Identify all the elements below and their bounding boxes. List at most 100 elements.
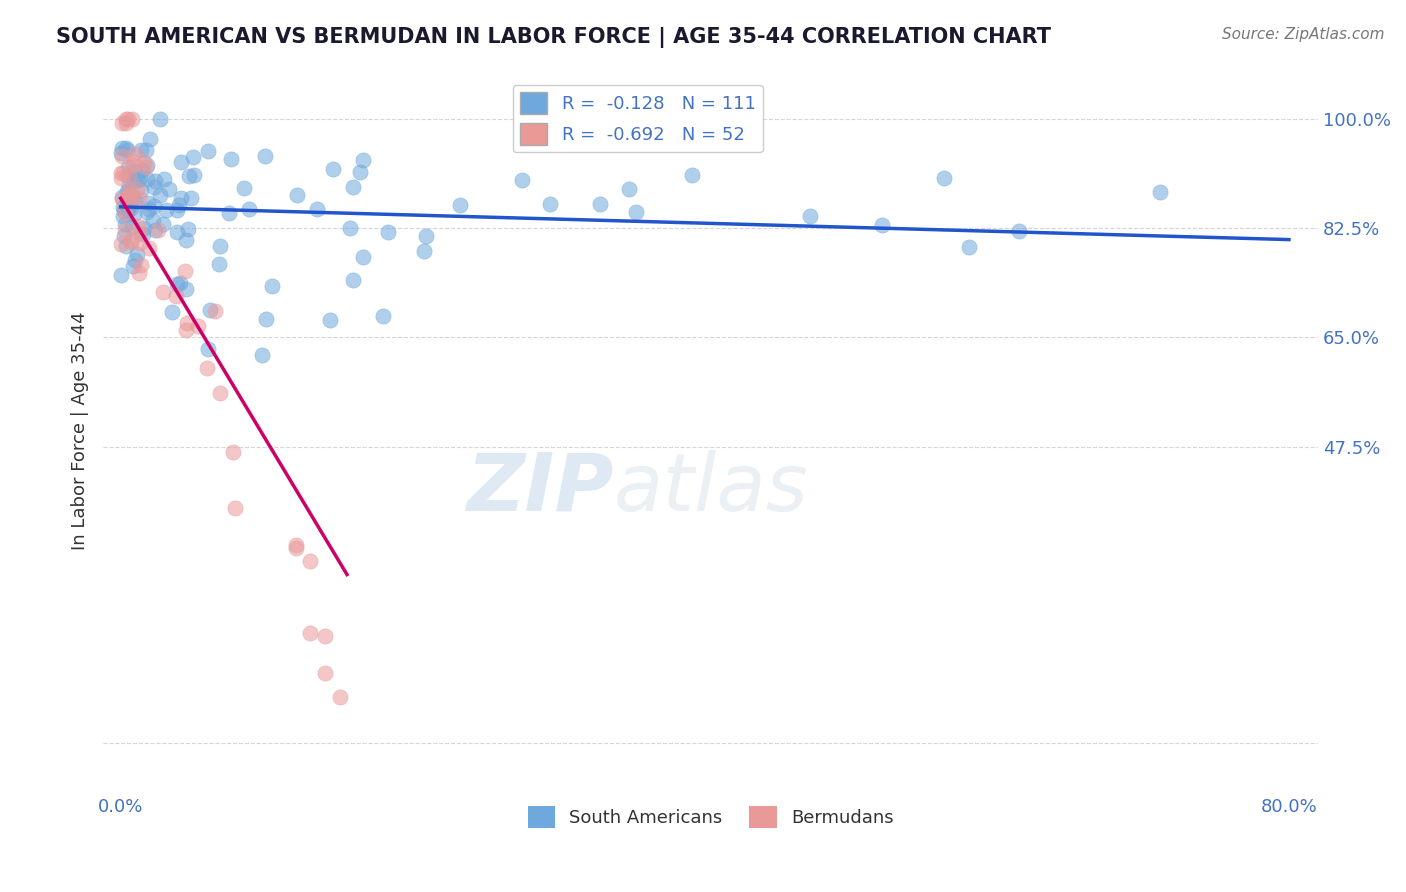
Point	[121, 220, 143, 235]
Point	[174, 323, 197, 337]
Point	[681, 168, 703, 182]
Text: atlas: atlas	[613, 450, 808, 528]
Point	[110, 145, 132, 160]
Point	[166, 277, 188, 291]
Point	[538, 197, 561, 211]
Point	[143, 179, 166, 194]
Point	[238, 202, 260, 217]
Point	[253, 149, 276, 163]
Point	[322, 161, 344, 176]
Point	[152, 217, 174, 231]
Point	[329, 690, 352, 705]
Point	[957, 239, 980, 253]
Point	[115, 239, 138, 253]
Point	[122, 174, 145, 188]
Point	[152, 285, 174, 299]
Point	[1007, 224, 1029, 238]
Point	[129, 143, 152, 157]
Point	[208, 239, 231, 253]
Point	[117, 160, 139, 174]
Point	[120, 235, 142, 249]
Point	[134, 154, 156, 169]
Point	[115, 143, 138, 157]
Point	[371, 309, 394, 323]
Point	[122, 190, 145, 204]
Point	[115, 141, 138, 155]
Point	[170, 191, 193, 205]
Point	[128, 191, 150, 205]
Point	[167, 198, 190, 212]
Point	[136, 158, 159, 172]
Point	[129, 227, 152, 241]
Point	[138, 241, 160, 255]
Point	[129, 183, 152, 197]
Point	[342, 273, 364, 287]
Point	[115, 112, 138, 126]
Point	[299, 554, 322, 568]
Point	[114, 217, 136, 231]
Point	[314, 629, 336, 643]
Point	[111, 115, 134, 129]
Point	[110, 171, 132, 186]
Point	[110, 166, 132, 180]
Point	[176, 316, 198, 330]
Point	[174, 282, 197, 296]
Point	[183, 168, 205, 182]
Point	[129, 258, 152, 272]
Point	[122, 158, 145, 172]
Point	[299, 625, 322, 640]
Point	[120, 233, 142, 247]
Point	[510, 173, 533, 187]
Point	[219, 152, 242, 166]
Point	[127, 219, 149, 234]
Point	[118, 193, 141, 207]
Point	[254, 312, 277, 326]
Point	[131, 163, 153, 178]
Point	[138, 131, 160, 145]
Point	[449, 198, 471, 212]
Point	[115, 184, 138, 198]
Point	[250, 348, 273, 362]
Point	[124, 195, 146, 210]
Point	[112, 202, 135, 217]
Point	[110, 237, 132, 252]
Point	[284, 541, 307, 555]
Point	[174, 233, 197, 247]
Point	[630, 112, 652, 126]
Point	[342, 180, 364, 194]
Point	[138, 202, 160, 217]
Point	[124, 252, 146, 267]
Point	[187, 318, 209, 333]
Point	[1149, 185, 1171, 199]
Point	[149, 187, 172, 202]
Point	[166, 203, 188, 218]
Point	[284, 538, 307, 552]
Point	[170, 155, 193, 169]
Point	[262, 279, 284, 293]
Point	[117, 112, 139, 126]
Legend: South Americans, Bermudans: South Americans, Bermudans	[520, 798, 901, 835]
Point	[127, 173, 149, 187]
Point	[117, 199, 139, 213]
Point	[117, 203, 139, 218]
Point	[111, 192, 134, 206]
Point	[118, 169, 141, 183]
Point	[624, 205, 647, 219]
Y-axis label: In Labor Force | Age 35-44: In Labor Force | Age 35-44	[72, 311, 89, 550]
Point	[314, 665, 336, 680]
Point	[149, 112, 172, 126]
Point	[112, 229, 135, 244]
Point	[180, 191, 202, 205]
Point	[305, 202, 328, 216]
Point	[349, 164, 371, 178]
Point	[127, 247, 149, 261]
Point	[124, 147, 146, 161]
Point	[129, 236, 152, 251]
Point	[165, 289, 187, 303]
Point	[169, 276, 191, 290]
Point	[112, 166, 135, 180]
Point	[377, 225, 399, 239]
Point	[114, 222, 136, 236]
Point	[136, 205, 159, 219]
Point	[224, 501, 246, 516]
